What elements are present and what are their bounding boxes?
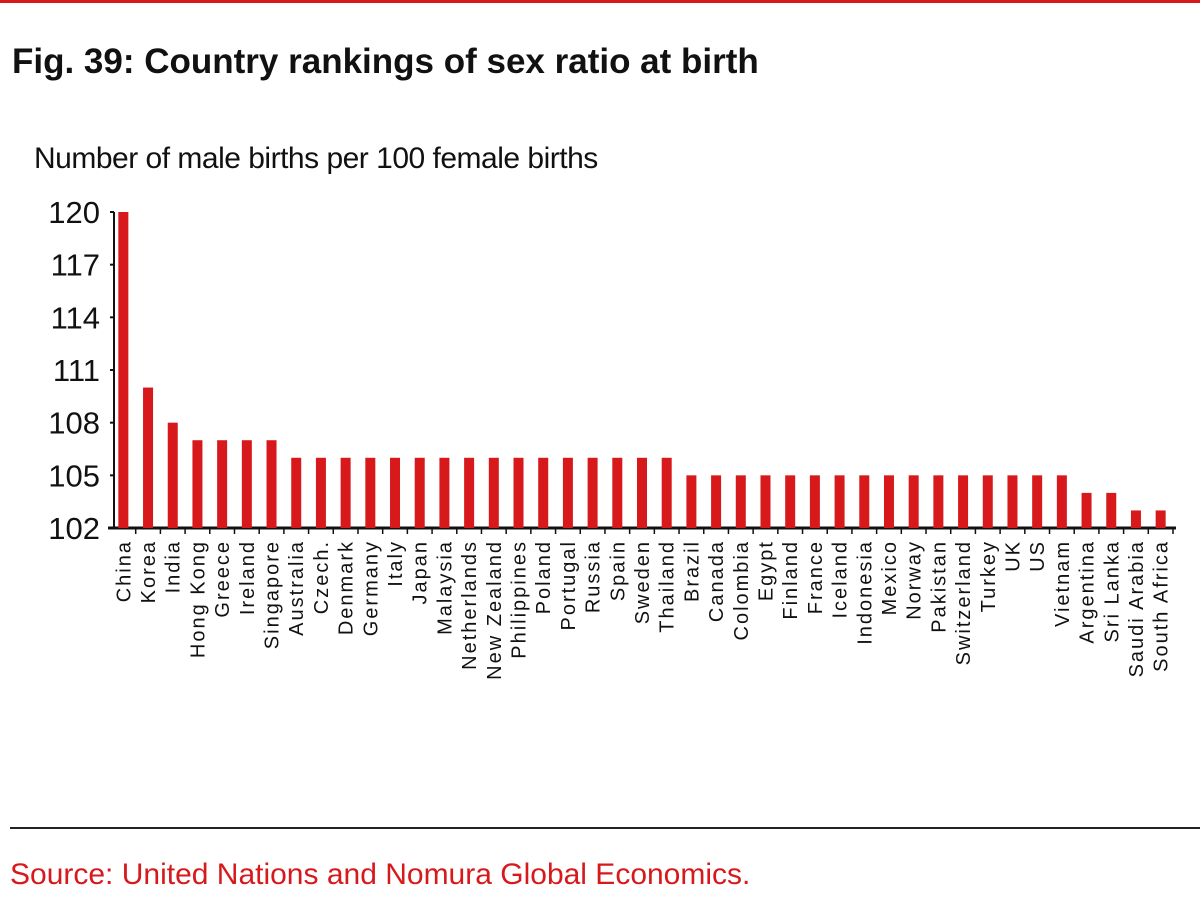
x-tick-label: Ireland bbox=[237, 540, 259, 615]
bar-poland bbox=[538, 457, 549, 528]
x-tick-label: Russia bbox=[583, 540, 605, 613]
bar-philippines bbox=[513, 457, 524, 528]
bar-saudi-arabia bbox=[1130, 510, 1141, 528]
bar-mexico bbox=[883, 475, 894, 528]
source-note: Source: United Nations and Nomura Global… bbox=[10, 858, 751, 891]
x-tick-label: US bbox=[1027, 540, 1049, 572]
x-tick-label: Denmark bbox=[336, 540, 358, 635]
x-tick-label: Pakistan bbox=[928, 540, 950, 633]
bar-chart: 102 105 108 111 114 117 120 China Korea India Hong… bbox=[48, 195, 1176, 680]
bar-canada bbox=[711, 475, 722, 528]
bar-pakistan bbox=[933, 475, 944, 528]
x-tick-label: Sri Lanka bbox=[1101, 540, 1123, 643]
bar-argentina bbox=[1081, 492, 1092, 528]
bar-greece bbox=[217, 440, 228, 528]
bar-new-zealand bbox=[488, 457, 499, 528]
x-tick-label: Japan bbox=[410, 540, 432, 605]
bar-uk bbox=[1007, 475, 1018, 528]
x-tick-label: Egypt bbox=[755, 540, 777, 601]
bar-france bbox=[809, 475, 820, 528]
x-tick-label: Canada bbox=[706, 540, 728, 622]
x-tick-label: Argentina bbox=[1077, 540, 1099, 644]
x-tick-label: Vietnam bbox=[1052, 540, 1074, 627]
x-tick-label: Korea bbox=[138, 540, 160, 603]
x-tick-label: Norway bbox=[904, 540, 926, 620]
bar-switzerland bbox=[958, 475, 969, 528]
x-tick-label: Germany bbox=[360, 540, 382, 636]
y-tick-label: 114 bbox=[51, 300, 100, 335]
bar-norway bbox=[908, 475, 919, 528]
x-tick-label: Portugal bbox=[558, 540, 580, 631]
bar-iceland bbox=[834, 475, 845, 528]
x-tick-label: Finland bbox=[780, 540, 802, 620]
bar-japan bbox=[414, 457, 425, 528]
bar-denmark bbox=[340, 457, 351, 528]
y-tick-label: 120 bbox=[48, 195, 100, 230]
bar-vietnam bbox=[1056, 475, 1067, 528]
x-tick-label: Thailand bbox=[657, 540, 679, 633]
bar-netherlands bbox=[464, 457, 475, 528]
x-tick-label: China bbox=[113, 540, 135, 602]
x-tick-label: Switzerland bbox=[953, 540, 975, 665]
y-tick-label: 117 bbox=[51, 248, 100, 283]
bar-portugal bbox=[562, 457, 573, 528]
x-tick-label: Singapore bbox=[262, 540, 284, 649]
x-tick-label: France bbox=[805, 540, 827, 614]
y-tick-label: 111 bbox=[53, 353, 100, 388]
bar-indonesia bbox=[859, 475, 870, 528]
y-tick-label: 102 bbox=[48, 511, 100, 546]
x-tick-label: Indonesia bbox=[854, 540, 876, 645]
x-tick-label: Poland bbox=[533, 540, 555, 614]
x-tick-label: South Africa bbox=[1151, 540, 1173, 672]
x-tick-label: Australia bbox=[286, 540, 308, 636]
x-tick-label: Saudi Arabia bbox=[1126, 540, 1148, 677]
chart-title: Fig. 39: Country rankings of sex ratio a… bbox=[12, 42, 759, 81]
x-tick-label: India bbox=[163, 540, 185, 593]
x-tick-label: Iceland bbox=[830, 540, 852, 619]
bar-egypt bbox=[760, 475, 771, 528]
bar-singapore bbox=[266, 440, 277, 528]
x-tick-label: Greece bbox=[212, 540, 234, 618]
bar-spain bbox=[612, 457, 623, 528]
top-rule bbox=[0, 0, 1200, 3]
bar-hong-kong bbox=[192, 440, 203, 528]
bar-india bbox=[167, 422, 178, 528]
bar-sweden bbox=[637, 457, 647, 528]
bar-us bbox=[1032, 475, 1043, 528]
x-tick-label: Malaysia bbox=[434, 540, 456, 635]
x-tick-label: Turkey bbox=[978, 540, 1000, 612]
bar-south-africa bbox=[1155, 510, 1166, 528]
y-tick-label: 105 bbox=[48, 458, 100, 493]
x-tick-label: Mexico bbox=[879, 540, 901, 615]
bar-germany bbox=[365, 457, 376, 528]
y-tick-label: 108 bbox=[48, 406, 100, 441]
x-tick-label: Sweden bbox=[632, 540, 654, 624]
x-tick-label: Czech. bbox=[311, 540, 333, 614]
x-tick-label: Spain bbox=[607, 540, 629, 601]
x-tick-label: UK bbox=[1002, 540, 1024, 572]
x-tick-label: Brazil bbox=[681, 540, 703, 602]
bar-czech- bbox=[315, 457, 326, 528]
bar-malaysia bbox=[439, 457, 450, 528]
y-axis-label: Number of male births per 100 female bir… bbox=[34, 142, 598, 175]
x-tick-label: Netherlands bbox=[459, 540, 481, 670]
x-tick-label: New Zealand bbox=[484, 540, 506, 680]
bar-italy bbox=[390, 457, 401, 528]
bar-russia bbox=[587, 457, 598, 528]
x-tick-label: Italy bbox=[385, 540, 407, 587]
bar-thailand bbox=[661, 457, 672, 528]
bar-turkey bbox=[982, 475, 993, 528]
x-tick-label: Hong Kong bbox=[187, 540, 209, 658]
bar-sri-lanka bbox=[1106, 492, 1117, 528]
x-tick-label: Philippines bbox=[509, 540, 531, 659]
bar-finland bbox=[785, 475, 796, 528]
bar-brazil bbox=[686, 475, 697, 528]
bottom-rule bbox=[10, 827, 1200, 829]
bar-colombia bbox=[735, 475, 746, 528]
bar-australia bbox=[291, 457, 302, 528]
bar-korea bbox=[143, 387, 154, 528]
bar-ireland bbox=[241, 440, 252, 528]
bar-china bbox=[118, 212, 129, 528]
x-tick-label: Colombia bbox=[731, 540, 753, 640]
